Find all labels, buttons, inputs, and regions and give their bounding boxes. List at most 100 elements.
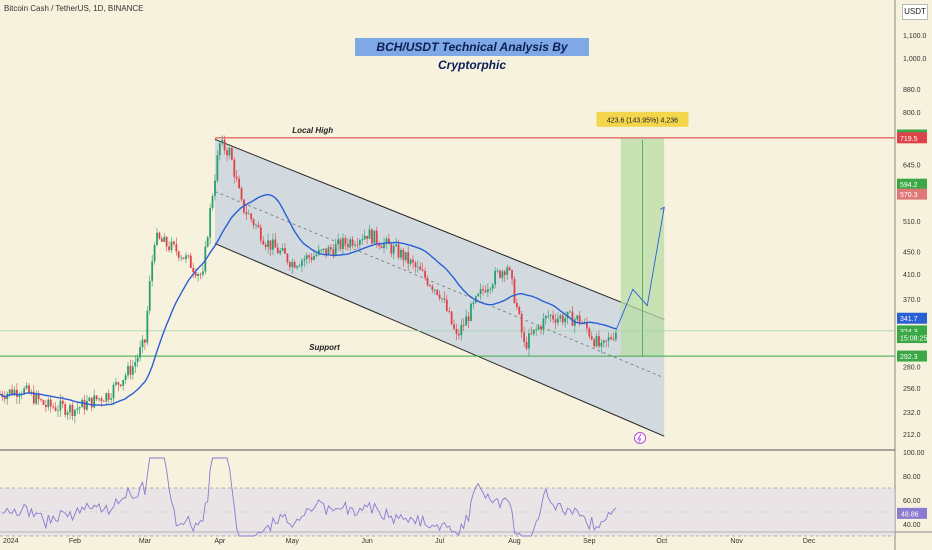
candle bbox=[445, 299, 448, 311]
candle bbox=[247, 213, 250, 215]
candle bbox=[151, 261, 154, 282]
candle bbox=[325, 248, 327, 255]
candle bbox=[57, 410, 59, 412]
candle bbox=[110, 398, 113, 400]
y-axis-label: 410.0 bbox=[903, 272, 921, 279]
candle bbox=[547, 315, 550, 317]
x-axis-label: Jul bbox=[435, 538, 444, 545]
candle bbox=[470, 303, 472, 321]
candle bbox=[520, 313, 523, 333]
candle bbox=[139, 347, 141, 358]
candle bbox=[305, 255, 308, 260]
moving-average-line[interactable] bbox=[0, 193, 617, 406]
candle bbox=[124, 375, 127, 380]
candle bbox=[443, 298, 446, 300]
x-axis-label: Mar bbox=[139, 538, 152, 545]
candle bbox=[458, 333, 460, 336]
currency-button[interactable]: USDT bbox=[902, 4, 928, 20]
candle bbox=[250, 213, 253, 220]
candle bbox=[187, 255, 190, 257]
candle bbox=[571, 311, 574, 326]
price-badge-label: 594.2 bbox=[900, 182, 918, 189]
candle bbox=[329, 247, 332, 250]
candle bbox=[245, 212, 248, 215]
candle bbox=[192, 268, 195, 272]
candle bbox=[491, 284, 494, 289]
candle bbox=[269, 240, 272, 250]
candle bbox=[400, 249, 402, 258]
candle bbox=[32, 391, 35, 404]
candle bbox=[496, 270, 499, 272]
channel-upper-line[interactable] bbox=[214, 138, 665, 320]
candle bbox=[448, 310, 451, 312]
candle bbox=[614, 332, 617, 340]
candle bbox=[506, 267, 509, 275]
candle bbox=[392, 245, 395, 254]
candle bbox=[332, 249, 335, 256]
projection-path[interactable] bbox=[615, 207, 665, 331]
candle bbox=[52, 406, 55, 408]
candle bbox=[201, 271, 204, 275]
candle bbox=[337, 239, 340, 245]
candle bbox=[303, 259, 306, 261]
candle bbox=[61, 400, 64, 405]
candle bbox=[262, 240, 265, 245]
candle bbox=[105, 393, 108, 402]
candle bbox=[296, 266, 298, 268]
candle bbox=[552, 315, 554, 320]
candle bbox=[523, 332, 526, 342]
price-badge-label: 341.7 bbox=[900, 316, 918, 323]
candle bbox=[607, 337, 610, 341]
candle bbox=[301, 260, 303, 266]
candle bbox=[69, 404, 71, 413]
candle bbox=[339, 239, 342, 249]
candle bbox=[13, 389, 16, 396]
lightning-icon[interactable] bbox=[634, 432, 647, 444]
candle bbox=[590, 336, 593, 340]
y-axis-label: 256.0 bbox=[903, 386, 921, 393]
rsi-axis-label: 100.00 bbox=[903, 450, 925, 457]
candle bbox=[508, 267, 511, 270]
x-axis-label: 2024 bbox=[3, 538, 19, 545]
candle bbox=[315, 254, 318, 256]
rsi-line[interactable] bbox=[2, 457, 617, 537]
candle bbox=[134, 361, 137, 367]
candle bbox=[465, 316, 468, 326]
candle bbox=[259, 227, 262, 241]
candle bbox=[279, 250, 282, 254]
candle bbox=[334, 244, 337, 256]
candle bbox=[170, 241, 173, 251]
candle bbox=[537, 326, 540, 330]
price-badge bbox=[897, 188, 927, 200]
y-axis-label: 1,100.0 bbox=[903, 33, 926, 40]
candle bbox=[148, 281, 151, 311]
candle bbox=[153, 245, 156, 262]
candle bbox=[284, 248, 286, 254]
lightning-bolt bbox=[637, 433, 642, 443]
x-axis-label: Apr bbox=[214, 538, 226, 545]
candle bbox=[402, 249, 405, 261]
candle bbox=[511, 269, 513, 279]
descending-channel bbox=[214, 139, 665, 437]
candle bbox=[308, 255, 311, 258]
x-axis-label: Sep bbox=[583, 538, 596, 545]
candle bbox=[460, 324, 463, 336]
channel-lower-line[interactable] bbox=[214, 243, 665, 437]
y-axis-label: 510.0 bbox=[903, 219, 921, 226]
candle bbox=[86, 401, 88, 410]
y-axis-label: 880.0 bbox=[903, 87, 921, 94]
y-axis-label: 450.0 bbox=[903, 250, 921, 257]
y-axis-label: 1,000.0 bbox=[903, 56, 926, 63]
price-badge bbox=[897, 178, 927, 190]
candle bbox=[385, 238, 388, 243]
y-axis-label: 212.0 bbox=[903, 432, 921, 439]
candle bbox=[18, 395, 21, 397]
candle bbox=[291, 262, 294, 268]
candle bbox=[407, 252, 410, 264]
price-badge bbox=[897, 332, 927, 344]
support-label: Support bbox=[309, 343, 340, 352]
candle bbox=[240, 188, 243, 200]
candle bbox=[327, 247, 330, 255]
candle bbox=[189, 255, 192, 269]
